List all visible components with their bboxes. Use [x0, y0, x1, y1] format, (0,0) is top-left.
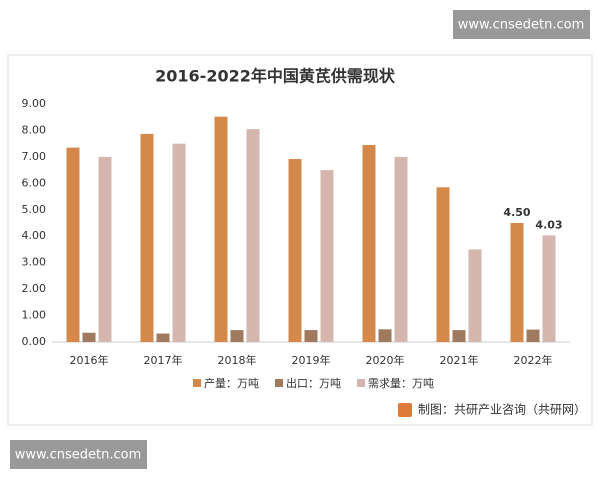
y-tick-label: 7.00: [22, 150, 47, 163]
value-label: 4.50: [503, 206, 530, 219]
x-tick-label: 2016年: [70, 353, 109, 367]
y-tick-label: 8.00: [22, 123, 47, 136]
y-tick-label: 1.00: [22, 309, 47, 322]
legend-marker: [193, 379, 201, 387]
bar: [394, 156, 408, 342]
bar: [468, 249, 482, 342]
source: 制图：共研产业咨询（共研网）: [418, 402, 586, 417]
value-label: 4.03: [535, 218, 562, 231]
watermark-box: [453, 10, 590, 39]
y-tick-label: 3.00: [22, 256, 47, 269]
y-tick-label: 9.00: [22, 97, 47, 110]
y-tick-label: 0.00: [22, 335, 47, 348]
legend-label: 产量：万吨: [204, 376, 259, 390]
bar: [526, 329, 540, 342]
watermark: www.cnsedetn.com: [15, 448, 141, 463]
bar: [214, 116, 228, 343]
bar: [172, 143, 186, 342]
bar: [362, 144, 376, 342]
bar: [246, 129, 260, 342]
bar: [156, 333, 170, 342]
bar: [436, 187, 450, 342]
watermark-box: [10, 440, 147, 469]
x-tick-label: 2017年: [144, 353, 183, 367]
legend-label: 需求量：万吨: [368, 377, 434, 390]
x-tick-label: 2019年: [292, 353, 331, 367]
bar: [510, 223, 524, 342]
bar: [542, 235, 556, 342]
y-tick-label: 5.00: [22, 203, 47, 216]
bar: [304, 330, 318, 342]
legend-label: 出口：万吨: [286, 376, 341, 390]
bar: [98, 156, 112, 342]
y-tick-label: 6.00: [22, 176, 47, 189]
x-tick-label: 2020年: [366, 353, 405, 367]
x-tick-label: 2021年: [440, 353, 479, 367]
bar: [320, 170, 334, 342]
bar: [140, 133, 154, 342]
bar: [230, 330, 244, 342]
chart-title: 2016-2022年中国黄芪供需现状: [155, 67, 396, 86]
x-tick-label: 2022年: [514, 353, 553, 367]
bar: [66, 147, 80, 342]
bar: [378, 329, 392, 342]
bar: [452, 330, 466, 342]
legend-marker: [357, 379, 365, 387]
y-tick-label: 2.00: [22, 282, 47, 295]
bar: [82, 332, 96, 342]
y-tick-label: 4.00: [22, 229, 47, 242]
watermark: www.cnsedetn.com: [458, 18, 584, 33]
bar: [288, 159, 302, 342]
x-tick-label: 2018年: [218, 353, 257, 367]
source-logo: [398, 403, 412, 417]
legend-marker: [275, 379, 283, 387]
